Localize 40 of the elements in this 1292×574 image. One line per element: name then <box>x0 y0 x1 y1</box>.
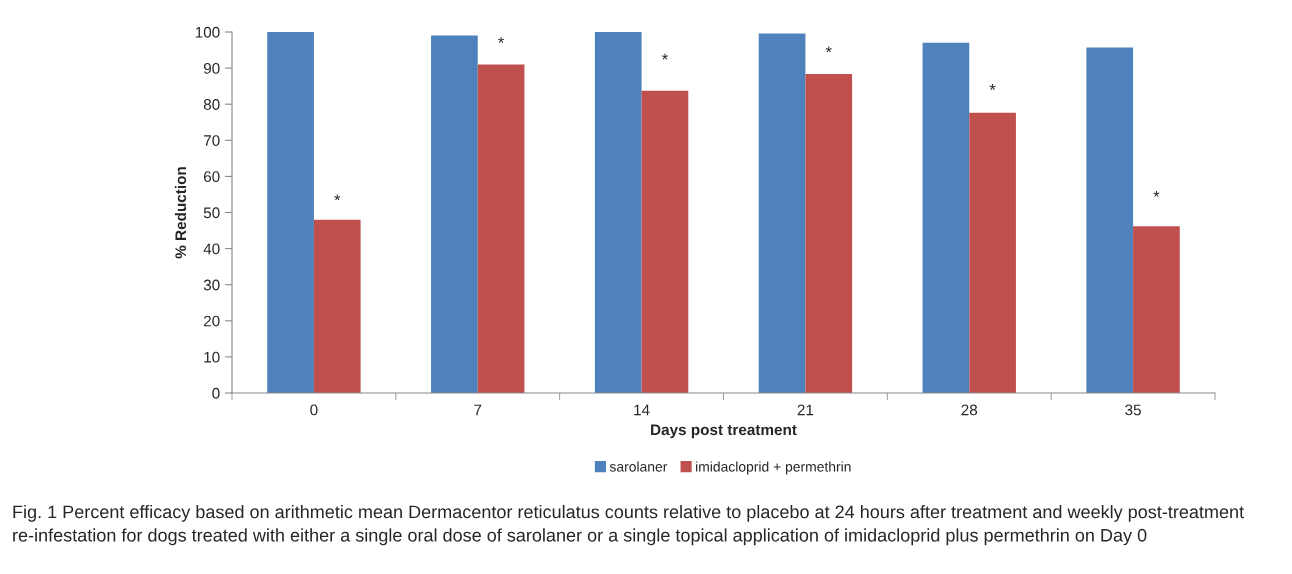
annotation: * <box>661 53 668 60</box>
y-tick-label: 10 <box>204 351 220 363</box>
bar <box>267 32 314 393</box>
bar <box>922 42 970 393</box>
y-tick-label: 40 <box>203 243 220 255</box>
annotation: * <box>498 37 505 43</box>
annotation: * <box>334 194 341 201</box>
x-axis-title: Days post treatment <box>651 424 797 439</box>
x-tick-label: 28 <box>961 404 978 416</box>
y-tick-label: 90 <box>203 62 220 74</box>
legend-label: imidacloprid + permethrin <box>696 461 851 475</box>
annotation: * <box>1153 190 1160 197</box>
bar <box>431 35 478 393</box>
y-tick-label: 60 <box>203 171 220 183</box>
y-tick-label: 0 <box>212 387 220 399</box>
bar <box>313 219 361 393</box>
bar <box>969 112 1016 393</box>
bar <box>1086 47 1134 393</box>
y-tick-label: 50 <box>203 207 220 219</box>
bar <box>641 90 689 393</box>
x-tick-label: 35 <box>1125 404 1141 416</box>
bar <box>594 32 642 393</box>
x-tick-label: 21 <box>797 404 814 416</box>
y-tick-label: 80 <box>203 99 220 110</box>
bar <box>477 64 525 393</box>
bar <box>758 33 806 393</box>
y-tick-label: 30 <box>203 279 220 291</box>
y-tick-label: 20 <box>203 315 220 327</box>
caption: Fig. 1 Percent efficacy based on arithmetic mean Dermacentor reticulatus counts relative to placebo at 24 hours after treatment and weekly post-treatment re-infestation for dogs treated with either a single oral dose of sarolaner or a single topical application of imidacloprid plus permethrin on Day 0 <box>13 505 1244 546</box>
x-tick-label: 0 <box>310 404 318 416</box>
annotation: * <box>989 84 996 90</box>
annotation: * <box>825 46 832 53</box>
x-tick-label: 7 <box>474 404 482 416</box>
bar <box>805 73 853 393</box>
x-tick-label: 14 <box>634 404 650 416</box>
y-tick-label: 100 <box>195 26 220 38</box>
y-axis-title: % Reduction <box>174 167 187 259</box>
legend-label: sarolaner <box>609 461 668 472</box>
y-tick-label: 70 <box>203 135 220 146</box>
bar <box>1133 226 1180 393</box>
